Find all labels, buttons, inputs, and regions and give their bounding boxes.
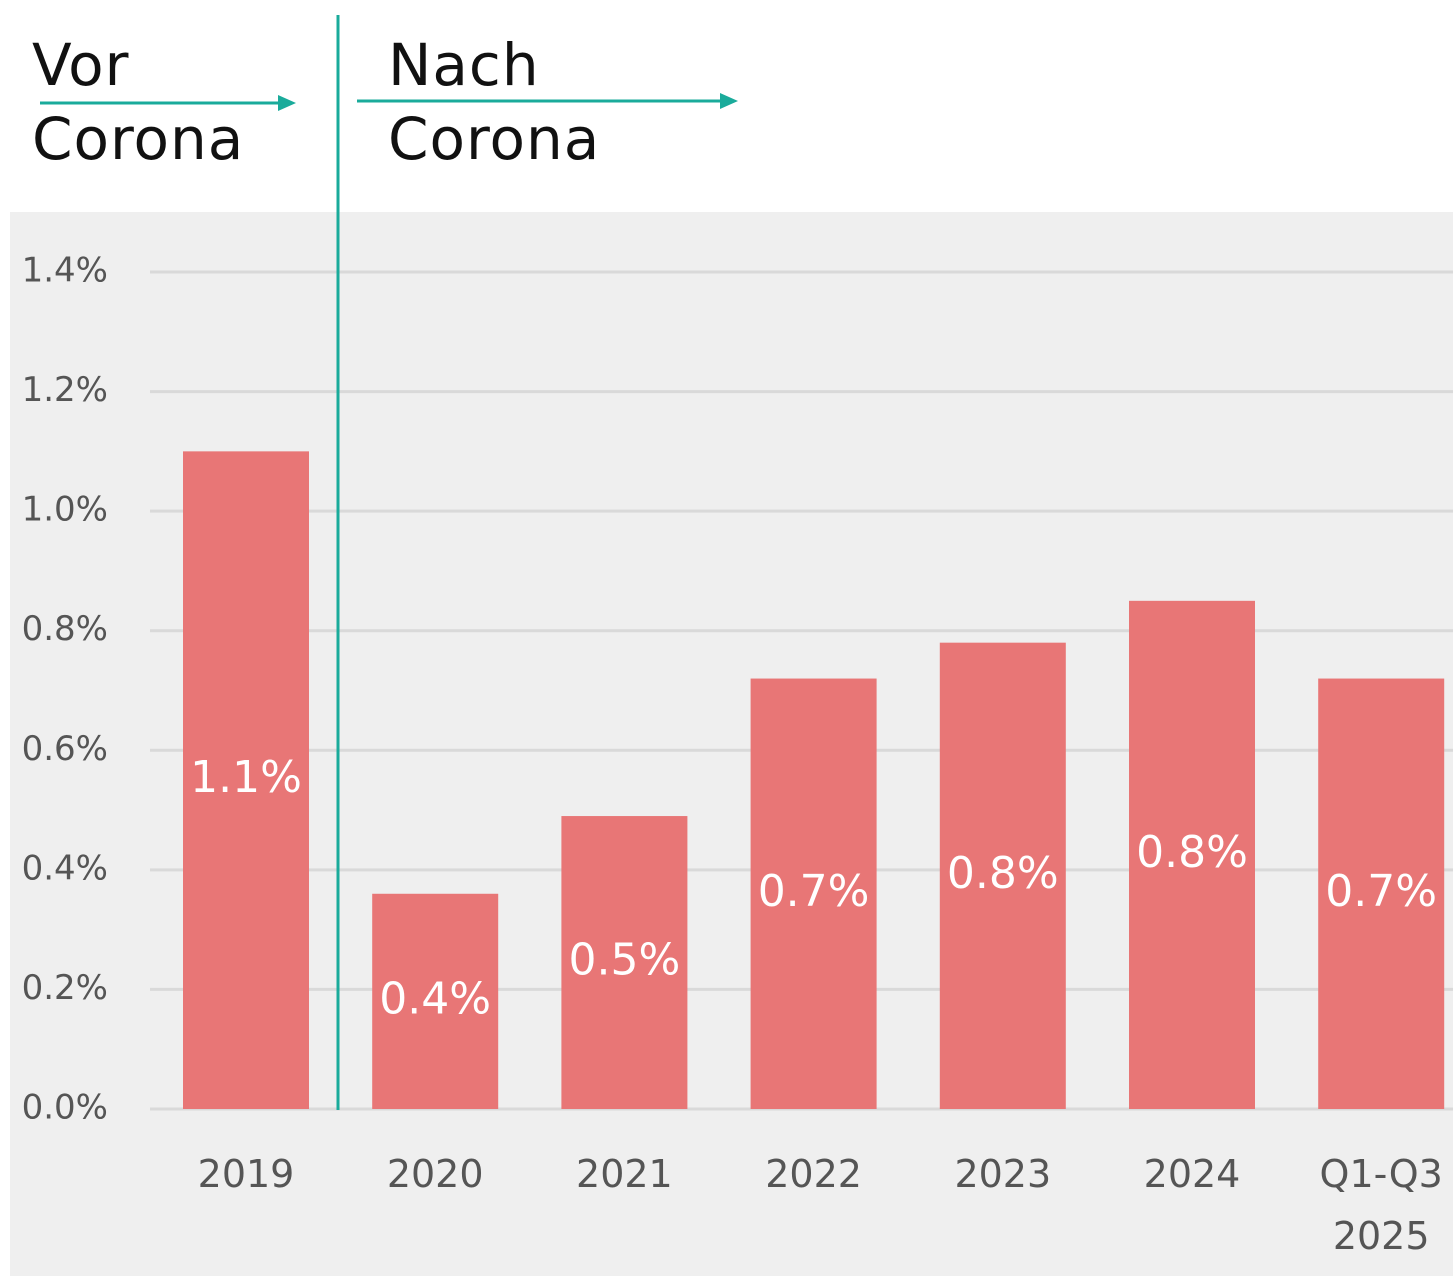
arrow-head: [278, 95, 296, 111]
x-tick-label: 2020: [386, 1152, 484, 1196]
value-label: 0.8%: [947, 848, 1059, 899]
value-label: 0.7%: [758, 866, 870, 917]
y-tick-label: 0.8%: [22, 609, 108, 649]
x-tick-label: 2021: [576, 1152, 673, 1196]
y-tick-label: 1.0%: [22, 490, 108, 530]
bar: [561, 816, 688, 1109]
bar: [1129, 600, 1255, 1109]
bar: [1318, 678, 1445, 1109]
arrow-head: [720, 93, 738, 109]
bar: [750, 678, 877, 1109]
value-label: 0.8%: [1136, 827, 1248, 878]
bar: [939, 642, 1066, 1109]
bar: [372, 893, 499, 1109]
y-tick-label: 1.2%: [22, 370, 108, 410]
value-label: 0.4%: [379, 973, 491, 1024]
x-tick-label: 2024: [1143, 1152, 1241, 1196]
value-label: 1.1%: [190, 752, 302, 803]
y-tick-label: 0.0%: [22, 1088, 108, 1128]
annotation: Nach Corona: [388, 31, 601, 173]
x-tick-label: 2023: [954, 1152, 1052, 1196]
x-tick-label: 2019: [197, 1152, 295, 1196]
y-tick-label: 0.2%: [22, 968, 108, 1008]
x-tick-label: Q1-Q3 2025: [1319, 1152, 1443, 1258]
value-label: 0.7%: [1325, 866, 1437, 917]
annotation: Vor Corona: [32, 31, 245, 173]
y-tick-label: 0.4%: [22, 848, 108, 888]
bar: [183, 451, 309, 1109]
value-label: 0.5%: [569, 935, 681, 986]
y-tick-label: 1.4%: [22, 251, 108, 291]
y-tick-label: 0.6%: [22, 729, 108, 769]
x-tick-label: 2022: [765, 1152, 862, 1196]
